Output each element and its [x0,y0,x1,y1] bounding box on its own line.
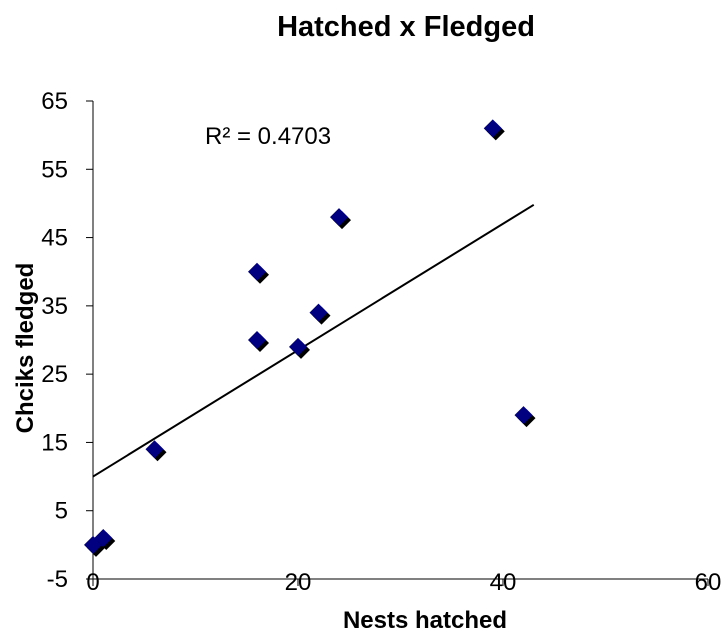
y-tick-label: 5 [55,498,68,525]
y-tick-label: -5 [47,566,68,593]
r-squared-annotation: R² = 0.4703 [205,123,331,150]
x-tick-label: 20 [285,569,312,596]
chart-title: Hatched x Fledged [277,11,535,43]
data-point [248,331,266,349]
data-point [514,406,533,425]
y-tick-label: 65 [41,88,68,115]
x-axis-title: Nests hatched [343,607,507,634]
y-tick-label: 55 [41,156,68,183]
y-tick-label: 35 [41,293,68,320]
data-point [483,119,502,138]
data-point [309,303,328,322]
trendline [92,203,535,478]
x-tick-label: 40 [490,569,517,596]
data-point [145,440,164,459]
data-point [289,337,307,356]
data-point [248,262,266,281]
y-tick-label: 25 [41,361,68,388]
y-tick-label: 45 [41,225,68,252]
x-tick-label: 60 [695,569,722,596]
data-point [94,529,113,548]
y-axis-title: Chciks fledged [12,263,39,434]
x-tick-label: 0 [86,569,99,596]
y-tick-label: 15 [41,429,68,456]
plot-area: -5 5 15 25 35 45 55 65 0 20 40 60 [41,88,721,596]
data-point [330,208,348,227]
